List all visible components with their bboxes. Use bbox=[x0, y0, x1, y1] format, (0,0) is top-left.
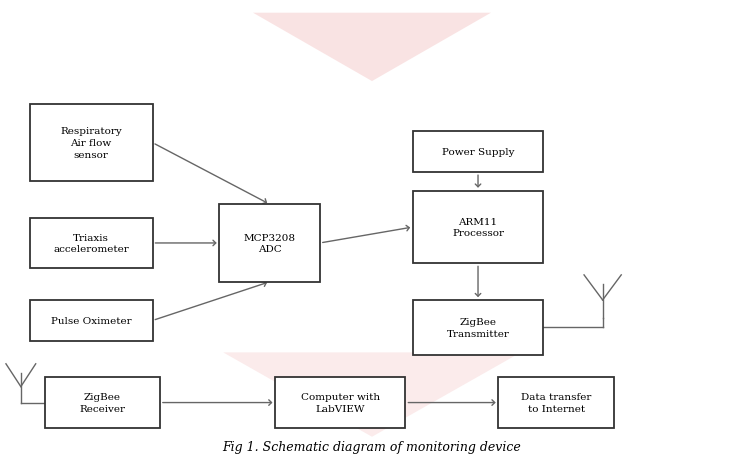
FancyBboxPatch shape bbox=[45, 378, 160, 428]
Polygon shape bbox=[223, 353, 521, 437]
Text: MCP3208
ADC: MCP3208 ADC bbox=[244, 233, 295, 254]
FancyBboxPatch shape bbox=[413, 132, 543, 173]
Text: Power Supply: Power Supply bbox=[442, 148, 514, 157]
FancyBboxPatch shape bbox=[30, 105, 153, 182]
Text: ZigBee
Receiver: ZigBee Receiver bbox=[80, 392, 125, 413]
Text: ARM11
Processor: ARM11 Processor bbox=[452, 217, 504, 238]
FancyBboxPatch shape bbox=[219, 205, 320, 282]
FancyBboxPatch shape bbox=[413, 300, 543, 355]
FancyBboxPatch shape bbox=[30, 218, 153, 268]
Text: Triaxis
accelerometer: Triaxis accelerometer bbox=[54, 233, 129, 254]
Text: Computer with
LabVIEW: Computer with LabVIEW bbox=[301, 392, 380, 413]
FancyBboxPatch shape bbox=[275, 378, 405, 428]
Text: Pulse Oximeter: Pulse Oximeter bbox=[51, 316, 132, 325]
FancyBboxPatch shape bbox=[498, 378, 614, 428]
Text: Respiratory
Air flow
sensor: Respiratory Air flow sensor bbox=[60, 127, 122, 160]
FancyBboxPatch shape bbox=[30, 300, 153, 341]
Text: Data transfer
to Internet: Data transfer to Internet bbox=[521, 392, 591, 413]
FancyBboxPatch shape bbox=[413, 191, 543, 264]
Text: ZigBee
Transmitter: ZigBee Transmitter bbox=[446, 317, 510, 338]
Text: Fig 1. Schematic diagram of monitoring device: Fig 1. Schematic diagram of monitoring d… bbox=[222, 440, 522, 453]
Polygon shape bbox=[253, 14, 491, 82]
